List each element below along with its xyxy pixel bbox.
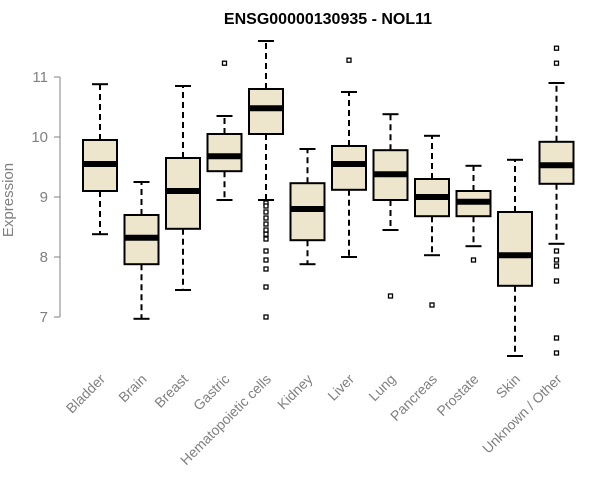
outlier-point	[553, 60, 560, 66]
outlier-point	[553, 335, 560, 341]
y-tick-label: 10	[31, 129, 48, 146]
box-unknown-other	[538, 45, 575, 356]
outlier-point	[263, 284, 269, 290]
outlier-point	[263, 314, 269, 320]
outlier-point	[346, 57, 352, 63]
box-gastric	[206, 60, 243, 201]
box-lung	[372, 113, 409, 299]
outlier-point	[553, 257, 560, 263]
x-tick-label: Lung	[365, 371, 398, 404]
y-tick-label: 7	[40, 309, 48, 326]
boxes	[82, 40, 575, 357]
outlier-point	[470, 257, 477, 263]
outlier-point	[221, 60, 228, 66]
outlier-point	[263, 248, 269, 254]
outlier-point	[263, 266, 269, 272]
x-tick-label: Liver	[324, 371, 357, 404]
x-tick-label: Breast	[151, 371, 191, 411]
iqr-box	[497, 211, 533, 287]
box-prostate	[455, 164, 492, 263]
outlier-point	[263, 236, 269, 242]
y-tick-label: 11	[32, 69, 48, 86]
iqr-box	[248, 88, 284, 135]
iqr-box	[206, 133, 243, 173]
y-axis: 7 8 9 10 11	[31, 69, 61, 326]
iqr-box	[331, 145, 367, 191]
x-tick-label: Bladder	[63, 371, 109, 417]
box-pancreas	[414, 134, 450, 308]
outlier-point	[553, 278, 560, 284]
chart-title: ENSG00000130935 - NOL11	[224, 11, 432, 28]
outlier-point	[263, 215, 269, 221]
box-brain	[123, 181, 160, 320]
x-tick-label: Brain	[115, 371, 149, 405]
y-tick-label: 9	[40, 189, 48, 206]
outlier-point	[553, 350, 560, 356]
box-kidney	[289, 148, 326, 266]
outlier-point	[553, 263, 560, 269]
box-liver	[331, 57, 367, 258]
outlier-point	[553, 248, 560, 254]
box-skin	[497, 158, 533, 357]
outlier-point	[263, 257, 269, 263]
outlier-point	[263, 209, 269, 215]
x-tick-label: Skin	[493, 371, 524, 402]
x-tick-label: Kidney	[274, 371, 316, 413]
y-tick-label: 8	[40, 249, 48, 266]
outlier-point	[387, 293, 394, 299]
x-tick-label: Unknown / Other	[479, 371, 565, 457]
outlier-point	[263, 203, 269, 209]
box-hematopoietic-cells	[248, 40, 284, 320]
outlier-point	[263, 221, 269, 227]
outlier-point	[553, 45, 560, 51]
y-axis-label: Expression	[0, 163, 17, 237]
outlier-point	[263, 227, 269, 233]
outlier-point	[429, 302, 435, 308]
box-bladder	[82, 83, 118, 236]
x-tick-label: Prostate	[433, 371, 481, 419]
box-breast	[165, 85, 201, 291]
outlier-point	[263, 231, 269, 237]
